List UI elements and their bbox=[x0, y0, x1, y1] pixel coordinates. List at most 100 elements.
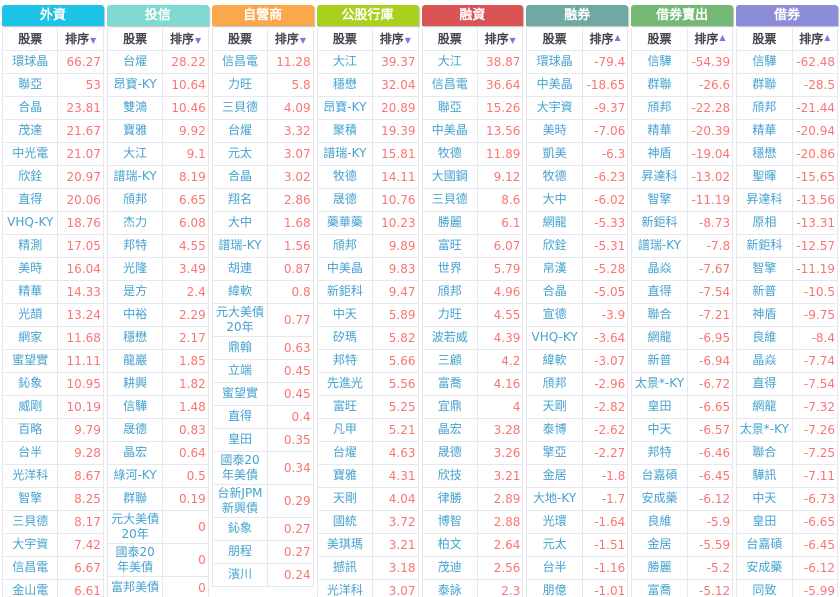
stock-link[interactable]: 國泰20年美債 bbox=[115, 544, 155, 574]
stock-link[interactable]: 宜鼎 bbox=[437, 399, 462, 413]
stock-link[interactable]: 皇田 bbox=[647, 399, 672, 413]
stock-link[interactable]: 光環 bbox=[542, 514, 567, 528]
stock-link[interactable]: 晶宏 bbox=[437, 422, 462, 436]
stock-link[interactable]: 台燿 bbox=[332, 445, 357, 459]
stock-link[interactable]: 矽瑪 bbox=[332, 330, 357, 344]
stock-link[interactable]: 元太 bbox=[227, 146, 252, 160]
stock-link[interactable]: 雙鴻 bbox=[123, 100, 148, 114]
stock-link[interactable]: 晟德 bbox=[332, 192, 357, 206]
stock-link[interactable]: 欣技 bbox=[437, 468, 462, 482]
stock-link[interactable]: 同致 bbox=[752, 583, 777, 597]
stock-link[interactable]: 中光電 bbox=[12, 146, 49, 160]
stock-link[interactable]: 信驊 bbox=[123, 399, 148, 413]
stock-link[interactable]: 杰力 bbox=[123, 215, 148, 229]
stock-link[interactable]: 律勝 bbox=[437, 491, 462, 505]
stock-link[interactable]: 合晶 bbox=[542, 284, 567, 298]
stock-link[interactable]: 光隆 bbox=[123, 261, 148, 275]
stock-link[interactable]: 濱川 bbox=[227, 567, 252, 581]
stock-link[interactable]: 太景*-KY bbox=[739, 422, 789, 436]
stock-link[interactable]: 三貝德 bbox=[431, 192, 468, 206]
sort-column-header[interactable]: 排序▼ bbox=[162, 28, 209, 51]
stock-link[interactable]: 太景*-KY bbox=[634, 376, 685, 390]
stock-link[interactable]: 良維 bbox=[752, 330, 777, 344]
stock-link[interactable]: 欣銓 bbox=[18, 169, 43, 183]
stock-link[interactable]: 是方 bbox=[123, 284, 148, 298]
stock-link[interactable]: 中天 bbox=[332, 307, 357, 321]
stock-link[interactable]: 驊訊 bbox=[752, 468, 777, 482]
stock-link[interactable]: 直得 bbox=[647, 284, 672, 298]
stock-link[interactable]: 光頡 bbox=[18, 307, 43, 321]
stock-link[interactable]: 富喬 bbox=[647, 583, 672, 597]
stock-link[interactable]: 昂寶-KY bbox=[113, 77, 157, 91]
stock-link[interactable]: 新普 bbox=[647, 353, 672, 367]
stock-link[interactable]: 皇田 bbox=[752, 514, 777, 528]
stock-link[interactable]: 網家 bbox=[18, 330, 43, 344]
stock-link[interactable]: 信昌電 bbox=[431, 77, 468, 91]
stock-link[interactable]: 精測 bbox=[18, 238, 43, 252]
stock-link[interactable]: 金居 bbox=[542, 468, 567, 482]
stock-link[interactable]: 直得 bbox=[752, 376, 777, 390]
sort-column-header[interactable]: 排序▲ bbox=[582, 28, 629, 51]
stock-link[interactable]: 環球晶 bbox=[536, 54, 573, 68]
stock-link[interactable]: 網龍 bbox=[752, 399, 777, 413]
stock-link[interactable]: 台半 bbox=[18, 445, 43, 459]
stock-link[interactable]: 蜜望實 bbox=[12, 353, 49, 367]
stock-link[interactable]: 天剛 bbox=[542, 399, 567, 413]
stock-link[interactable]: 穩懋 bbox=[752, 146, 777, 160]
stock-link[interactable]: 龍巖 bbox=[123, 353, 148, 367]
stock-link[interactable]: 泰詠 bbox=[437, 583, 462, 597]
stock-link[interactable]: 三貝德 bbox=[221, 100, 258, 114]
stock-link[interactable]: 金山電 bbox=[12, 583, 49, 597]
stock-link[interactable]: 邦特 bbox=[332, 353, 357, 367]
stock-link[interactable]: 頎邦 bbox=[332, 238, 357, 252]
stock-link[interactable]: 牧德 bbox=[542, 169, 567, 183]
stock-link[interactable]: 緯軟 bbox=[542, 353, 567, 367]
stock-link[interactable]: 凱美 bbox=[542, 146, 567, 160]
stock-link[interactable]: 皇田 bbox=[227, 432, 252, 446]
stock-link[interactable]: 台燿 bbox=[123, 54, 148, 68]
stock-link[interactable]: VHQ-KY bbox=[531, 330, 578, 344]
stock-link[interactable]: 頎邦 bbox=[647, 100, 672, 114]
stock-link[interactable]: 綠河-KY bbox=[113, 468, 157, 482]
stock-link[interactable]: 信驊 bbox=[647, 54, 672, 68]
stock-link[interactable]: 聯合 bbox=[647, 307, 672, 321]
stock-link[interactable]: 台新JPM新興債 bbox=[217, 485, 263, 515]
stock-link[interactable]: 大中 bbox=[542, 192, 567, 206]
stock-link[interactable]: 晶宏 bbox=[123, 445, 148, 459]
stock-link[interactable]: 譜瑞-KY bbox=[113, 169, 157, 183]
stock-link[interactable]: 邦特 bbox=[123, 238, 148, 252]
stock-link[interactable]: 美琪瑪 bbox=[326, 537, 363, 551]
stock-link[interactable]: 直得 bbox=[18, 192, 43, 206]
stock-link[interactable]: 耕興 bbox=[123, 376, 148, 390]
sort-column-header[interactable]: 排序▼ bbox=[477, 28, 524, 51]
stock-link[interactable]: 新鉅科 bbox=[326, 284, 363, 298]
stock-link[interactable]: 合晶 bbox=[227, 169, 252, 183]
stock-link[interactable]: 朋億 bbox=[542, 583, 567, 597]
stock-link[interactable]: 晟德 bbox=[437, 445, 462, 459]
stock-link[interactable]: 良維 bbox=[647, 514, 672, 528]
stock-link[interactable]: 天剛 bbox=[332, 491, 357, 505]
stock-link[interactable]: 環球晶 bbox=[12, 54, 49, 68]
stock-link[interactable]: 大地-KY bbox=[533, 491, 577, 505]
stock-link[interactable]: 網龍 bbox=[647, 330, 672, 344]
stock-link[interactable]: 智擎 bbox=[18, 491, 43, 505]
stock-link[interactable]: 寶雅 bbox=[123, 123, 148, 137]
sort-column-header[interactable]: 排序▼ bbox=[267, 28, 314, 51]
stock-link[interactable]: 譜瑞-KY bbox=[218, 238, 262, 252]
stock-link[interactable]: 神盾 bbox=[752, 307, 777, 321]
stock-link[interactable]: 胡連 bbox=[227, 261, 252, 275]
stock-link[interactable]: 力旺 bbox=[227, 77, 252, 91]
stock-link[interactable]: 大江 bbox=[437, 54, 462, 68]
stock-link[interactable]: 元大美債20年 bbox=[215, 304, 264, 334]
stock-link[interactable]: 翔名 bbox=[227, 192, 252, 206]
stock-link[interactable]: 牧德 bbox=[437, 146, 462, 160]
stock-link[interactable]: 中美晶 bbox=[431, 123, 468, 137]
stock-link[interactable]: 譜瑞-KY bbox=[637, 238, 682, 252]
stock-link[interactable]: 大宇資 bbox=[536, 100, 573, 114]
stock-link[interactable]: 神盾 bbox=[647, 146, 672, 160]
stock-link[interactable]: 力旺 bbox=[437, 307, 462, 321]
stock-link[interactable]: 安成藥 bbox=[746, 560, 783, 574]
stock-link[interactable]: 緯軟 bbox=[227, 284, 252, 298]
stock-link[interactable]: 凡甲 bbox=[332, 422, 357, 436]
stock-link[interactable]: 百略 bbox=[18, 422, 43, 436]
